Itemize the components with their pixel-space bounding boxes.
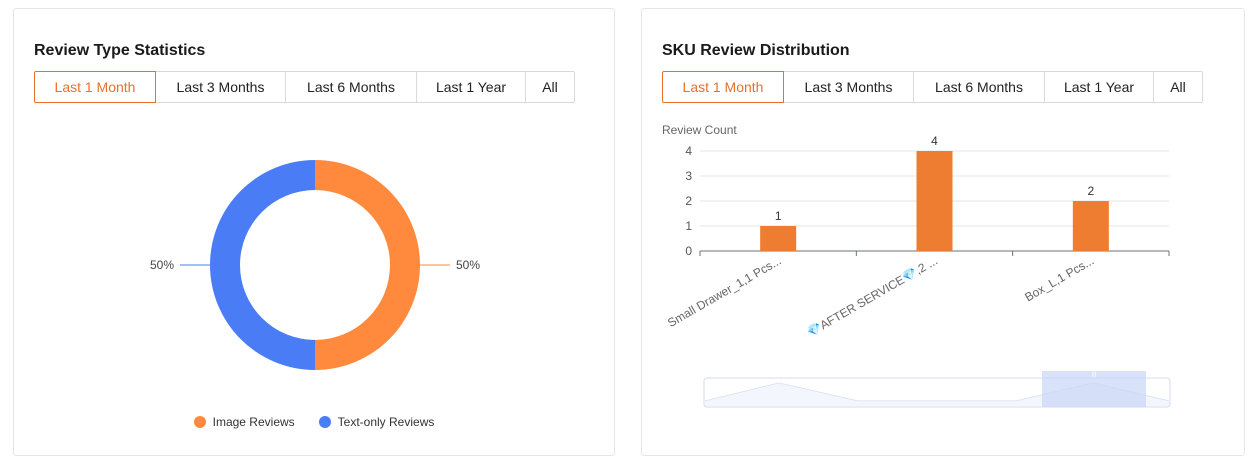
y-tick-label: 3 [685,169,692,183]
bar[interactable] [760,226,797,251]
review-type-card: Review Type Statistics Last 1 Month Last… [13,8,615,456]
slice-value-label: 50% [150,258,174,272]
bar-data-label: 1 [775,209,782,223]
bar[interactable] [1072,201,1109,251]
legend-dot-image-reviews [193,416,206,428]
sku-distribution-card: SKU Review Distribution Last 1 Month Las… [641,8,1245,456]
legend-dot-text-only-reviews [318,416,331,428]
bar-chart: Review Count 0 1 2 3 4 1 Small Drawer_1,1 Pcs.… [662,123,1171,408]
tab-all[interactable]: All [525,71,575,103]
card-title: Review Type Statistics [34,42,206,59]
y-tick-label: 2 [685,194,692,208]
time-range-tabs: Last 1 Month Last 3 Months Last 6 Months… [34,71,575,103]
donut-slice-image-reviews[interactable] [315,160,420,370]
legend-label: Text-only Reviews [337,415,435,429]
data-zoom-slider[interactable]: ||| [703,371,1171,408]
tab-last-6-months[interactable]: Last 6 Months [913,71,1045,103]
time-range-tabs: Last 1 Month Last 3 Months Last 6 Months… [662,71,1203,103]
y-tick-label: 4 [685,144,692,158]
slice-value-label: 50% [456,258,480,272]
bar[interactable] [916,151,953,251]
donut-slice-text-only-reviews[interactable] [210,160,315,370]
tab-last-1-month[interactable]: Last 1 Month [34,71,156,103]
slider-handle-grip[interactable]: ||| [1092,372,1097,378]
card-title: SKU Review Distribution [662,42,850,59]
tab-last-1-month[interactable]: Last 1 Month [662,71,784,103]
x-tick-label: Box_L,1 Pcs... [1022,253,1096,304]
legend-label: Image Reviews [212,415,295,429]
tab-last-1-year[interactable]: Last 1 Year [1044,71,1154,103]
x-tick-label: 💎AFTER SERVICE💎,2 ... [805,253,940,339]
y-tick-label: 0 [685,244,692,258]
y-tick-label: 1 [685,219,692,233]
bar-data-label: 4 [931,134,938,148]
tab-all[interactable]: All [1153,71,1203,103]
donut-chart: 50% 50% [150,160,480,370]
legend-item-image-reviews[interactable]: Image Reviews [193,415,295,429]
tab-last-1-year[interactable]: Last 1 Year [416,71,526,103]
legend-item-text-only-reviews[interactable]: Text-only Reviews [318,415,435,429]
chart-legend: Image Reviews Text-only Reviews [14,415,614,429]
x-tick-label: Small Drawer_1,1 Pcs... [665,253,783,329]
y-axis-label: Review Count [662,123,737,137]
tab-last-3-months[interactable]: Last 3 Months [783,71,914,103]
tab-last-6-months[interactable]: Last 6 Months [285,71,417,103]
bar-data-label: 2 [1087,184,1094,198]
slider-window[interactable] [1042,371,1146,407]
